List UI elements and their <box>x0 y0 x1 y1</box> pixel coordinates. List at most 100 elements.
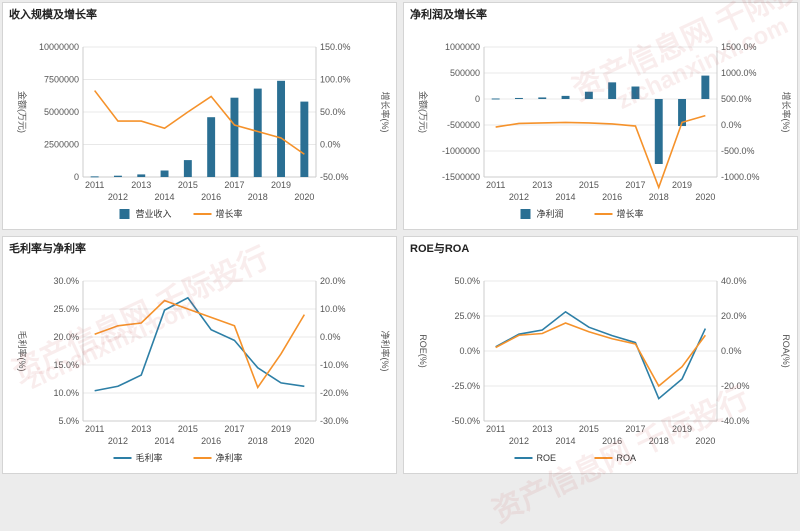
y2-tick-label: 1000.0% <box>721 68 757 78</box>
bar <box>253 88 262 177</box>
bar <box>230 97 239 177</box>
bar <box>678 99 687 127</box>
y2-tick-label: -30.0% <box>320 416 349 426</box>
y2-tick-label: 20.0% <box>320 276 346 286</box>
y-tick-label: 25.0% <box>53 304 79 314</box>
x-tick-label: 2018 <box>649 192 669 202</box>
x-tick-label: 2016 <box>201 192 221 202</box>
y-tick-label: -1000000 <box>442 146 480 156</box>
legend-swatch <box>119 209 130 219</box>
x-tick-label: 2018 <box>248 436 268 446</box>
y2-axis-title: 增长率(%) <box>380 92 391 133</box>
roe-roa-chart: -50.0% -25.0% 0.0% 25.0% 50.0% -40.0% -20.0% 0.… <box>418 276 791 463</box>
y2-tick-label: 0.0% <box>320 332 341 342</box>
y-tick-label: 15.0% <box>53 360 79 370</box>
x-tick-label: 2016 <box>602 192 622 202</box>
x-tick-label: 2011 <box>85 180 104 190</box>
series-line <box>94 90 305 155</box>
y2-tick-label: 500.0% <box>721 94 752 104</box>
legend-label: 增长率 <box>617 208 644 219</box>
y-tick-label: 10000000 <box>39 42 79 52</box>
series-line <box>495 310 707 400</box>
y2-tick-label: 0.0% <box>721 120 742 130</box>
chart-title: 收入规模及增长率 <box>9 9 97 21</box>
y-tick-label: 25.0% <box>454 311 480 321</box>
y-tick-label: 0 <box>74 172 79 182</box>
legend-label: ROE <box>537 453 557 463</box>
x-tick-label: 2011 <box>486 424 505 434</box>
y-tick-label: 0.0% <box>459 346 480 356</box>
x-tick-label: 2020 <box>294 192 314 202</box>
y-axis-title: 金额(万元) <box>17 91 28 133</box>
x-tick-label: 2013 <box>532 424 552 434</box>
y2-tick-label: 40.0% <box>721 276 747 286</box>
y-tick-label: -1500000 <box>442 172 480 182</box>
x-tick-label: 2017 <box>625 424 645 434</box>
y2-tick-label: 20.0% <box>721 311 747 321</box>
x-tick-label: 2012 <box>108 192 128 202</box>
legend-swatch <box>520 209 531 219</box>
x-tick-label: 2013 <box>532 180 552 190</box>
y-tick-label: -50.0% <box>451 416 480 426</box>
x-tick-label: 2015 <box>579 180 599 190</box>
y2-tick-label: 1500.0% <box>721 42 757 52</box>
y2-axis-title: 增长率(%) <box>781 92 792 133</box>
x-tick-label: 2012 <box>509 436 529 446</box>
panel-net-profit: 净利润及增长率 -1500000 -1000000 -500000 0 500000 10… <box>403 2 798 230</box>
bar <box>90 176 99 178</box>
x-tick-label: 2017 <box>224 180 244 190</box>
bar <box>207 117 216 177</box>
y2-tick-label: 10.0% <box>320 304 346 314</box>
chart-title: ROE与ROA <box>410 243 470 255</box>
y-tick-label: 5000000 <box>44 107 79 117</box>
y2-tick-label: 100.0% <box>320 75 351 85</box>
legend-label: 增长率 <box>216 208 243 219</box>
y-tick-label: 2500000 <box>44 140 79 150</box>
x-tick-label: 2013 <box>131 180 151 190</box>
bar <box>631 86 640 99</box>
x-tick-label: 2015 <box>579 424 599 434</box>
x-tick-label: 2020 <box>695 192 715 202</box>
x-tick-label: 2015 <box>178 180 198 190</box>
x-tick-label: 2014 <box>155 192 175 202</box>
y-tick-label: -500000 <box>447 120 480 130</box>
chart-title: 毛利率与净利率 <box>9 243 86 255</box>
bar <box>160 170 169 177</box>
y2-tick-label: 50.0% <box>320 107 346 117</box>
x-tick-label: 2018 <box>649 436 669 446</box>
panel-roe-roa: ROE与ROA -50.0% -25.0% 0.0% 25.0% 50.0% -40.0%… <box>403 236 798 474</box>
y-tick-label: 10.0% <box>53 388 79 398</box>
y2-tick-label: 150.0% <box>320 42 351 52</box>
bar <box>654 99 663 164</box>
x-tick-label: 2014 <box>155 436 175 446</box>
series-line <box>94 296 305 392</box>
x-tick-label: 2014 <box>556 192 576 202</box>
x-tick-label: 2019 <box>672 424 692 434</box>
y-tick-label: 50.0% <box>454 276 480 286</box>
x-tick-label: 2013 <box>131 424 151 434</box>
y2-tick-label: 0.0% <box>320 140 341 150</box>
chart-title: 净利润及增长率 <box>410 9 487 21</box>
bar <box>608 82 617 99</box>
legend-label: 营业收入 <box>136 208 172 219</box>
net-profit-chart: -1500000 -1000000 -500000 0 500000 1000000 -10… <box>418 42 792 219</box>
series-line <box>94 299 306 390</box>
y2-tick-label: -20.0% <box>721 381 750 391</box>
x-tick-label: 2019 <box>271 180 291 190</box>
y2-tick-label: -20.0% <box>320 388 349 398</box>
legend-label: 毛利率 <box>136 452 163 463</box>
y-tick-label: -25.0% <box>451 381 480 391</box>
revenue-chart: 0 2500000 5000000 7500000 10000000 -50.0% 0.0%… <box>17 42 391 219</box>
x-tick-label: 2012 <box>108 436 128 446</box>
y-tick-label: 30.0% <box>53 276 79 286</box>
y2-axis-title: 净利率(%) <box>380 331 391 372</box>
bar <box>561 95 570 99</box>
series-line <box>495 114 706 190</box>
y-tick-label: 500000 <box>450 68 480 78</box>
x-tick-label: 2019 <box>271 424 291 434</box>
series-line <box>495 322 706 388</box>
bar <box>277 80 286 177</box>
bar <box>514 97 523 99</box>
x-tick-label: 2017 <box>224 424 244 434</box>
bar <box>701 75 710 99</box>
